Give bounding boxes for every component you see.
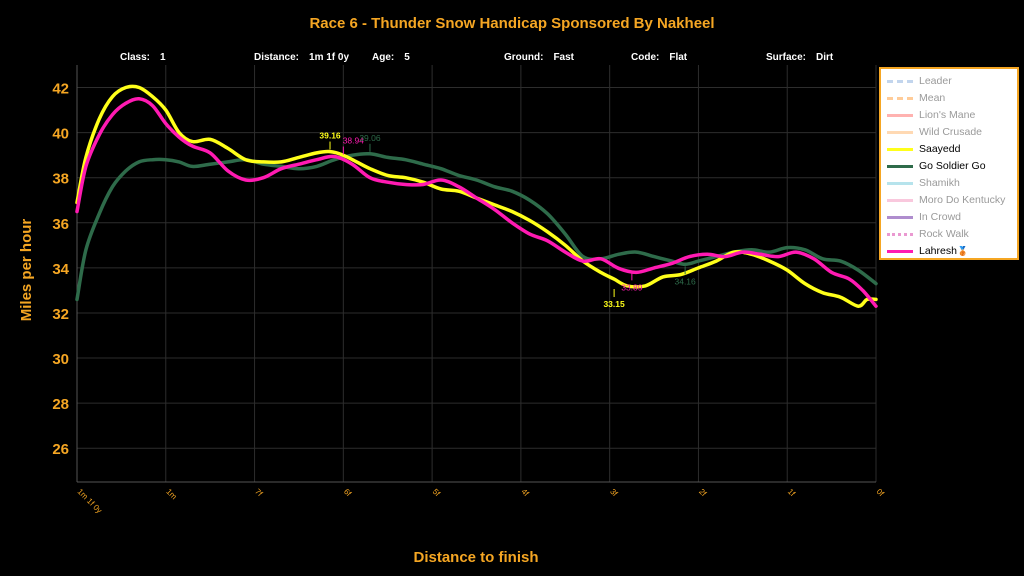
legend-label: Lahresh — [919, 245, 957, 257]
y-tick-label: 28 — [52, 396, 69, 413]
legend-item-rock-walk[interactable]: Rock Walk — [887, 226, 1017, 242]
legend-item-lahresh[interactable]: Lahresh 🥉 — [887, 243, 1017, 259]
x-tick-label: 5f — [431, 487, 443, 499]
x-tick-label: 3f — [608, 487, 620, 499]
y-tick-label: 30 — [52, 351, 69, 368]
x-tick-label: 6f — [342, 487, 354, 499]
legend-label: Go Soldier Go — [919, 160, 986, 172]
x-axis-label: Distance to finish — [413, 549, 538, 566]
x-tick-label: 1f — [786, 487, 798, 499]
y-tick-label: 26 — [52, 441, 69, 458]
annotation-label: 39.16 — [319, 131, 341, 141]
annotation-label: 33.89 — [621, 282, 643, 292]
legend-swatch — [887, 249, 913, 253]
info-item: Code: Flat — [631, 52, 688, 63]
annotation-label: 38.94 — [343, 136, 365, 146]
y-tick-label: 34 — [52, 261, 69, 278]
annotation-label: 34.16 — [674, 276, 696, 286]
legend-label: Lion's Mane — [919, 109, 976, 121]
legend-label: Mean — [919, 92, 946, 104]
annotation-label: 39.06 — [359, 133, 381, 143]
info-value: 1m 1f 0y — [309, 52, 349, 63]
legend-item-shamikh[interactable]: Shamikh — [887, 175, 1017, 191]
legend-swatch — [887, 181, 913, 185]
legend-label: Moro Do Kentucky — [919, 194, 1006, 206]
x-tick-label: 2f — [697, 487, 709, 499]
y-tick-label: 38 — [52, 171, 69, 188]
info-item: Class: 1 — [120, 52, 166, 63]
legend-item-go-soldier-go[interactable]: Go Soldier Go — [887, 158, 1017, 174]
info-item: Age: 5 — [372, 52, 410, 63]
x-tick-label: 7f — [253, 487, 265, 499]
x-tick-label: 0f — [875, 487, 887, 499]
legend-swatch — [887, 198, 913, 202]
x-tick-label: 1m 1f 0y — [76, 487, 104, 515]
legend-swatch — [887, 113, 913, 117]
annotation-label: 33.15 — [603, 299, 625, 309]
info-key: Age: — [372, 52, 394, 63]
y-tick-label: 40 — [52, 126, 69, 143]
legend-item-in-crowd[interactable]: In Crowd — [887, 209, 1017, 225]
legend: Leader Mean Lion's Mane Wild Crusade Saayedd… — [879, 67, 1019, 260]
legend-swatch — [887, 232, 913, 236]
series-line-lahresh — [75, 97, 878, 308]
bronze-medal-icon: 🥉 — [956, 245, 969, 256]
legend-item-lion-s-mane[interactable]: Lion's Mane — [887, 107, 1017, 123]
legend-label: Saayedd — [919, 143, 961, 155]
info-item: Distance: 1m 1f 0y — [254, 52, 349, 63]
legend-label: Shamikh — [919, 177, 960, 189]
series-lines — [75, 84, 878, 308]
legend-swatch — [887, 215, 913, 219]
info-value: 1 — [160, 52, 166, 63]
y-tick-label: 36 — [52, 216, 69, 233]
legend-item-leader[interactable]: Leader — [887, 73, 1017, 89]
chart-title: Race 6 - Thunder Snow Handicap Sponsored… — [309, 15, 714, 32]
y-tick-label: 42 — [52, 81, 69, 98]
legend-swatch — [887, 130, 913, 134]
info-key: Code: — [631, 52, 659, 63]
race-info-row: Class: 1 Distance: 1m 1f 0y Age: 5 Ground: Fast… — [120, 52, 834, 63]
info-key: Class: — [120, 52, 150, 63]
legend-item-wild-crusade[interactable]: Wild Crusade — [887, 124, 1017, 140]
series-line-go-soldier-go — [75, 151, 878, 302]
legend-item-mean[interactable]: Mean — [887, 90, 1017, 106]
info-value: 5 — [404, 52, 410, 63]
legend-label: Wild Crusade — [919, 126, 983, 138]
legend-swatch — [887, 147, 913, 151]
y-tick-label: 32 — [52, 306, 69, 323]
info-item: Surface: Dirt — [766, 52, 834, 63]
legend-swatch — [887, 164, 913, 168]
x-tick-label: 4f — [519, 487, 531, 499]
x-tick-label: 1m — [164, 487, 178, 501]
info-value: Dirt — [816, 52, 834, 63]
y-axis-ticks: 26 28 30 32 34 36 38 40 42 — [52, 81, 69, 459]
grid — [76, 65, 877, 483]
info-key: Surface: — [766, 52, 806, 63]
info-value: Fast — [553, 52, 574, 63]
legend-item-saayedd[interactable]: Saayedd — [887, 141, 1017, 157]
info-key: Distance: — [254, 52, 299, 63]
info-value: Flat — [669, 52, 687, 63]
legend-swatch — [887, 96, 913, 100]
info-key: Ground: — [504, 52, 543, 63]
legend-label: Rock Walk — [919, 228, 969, 240]
y-axis-label: Miles per hour — [18, 219, 35, 322]
x-axis-ticks: 1m 1f 0y 1m 7f 6f 5f 4f 3f 2f 1f 0f — [76, 487, 887, 515]
info-item: Ground: Fast — [504, 52, 575, 63]
legend-swatch — [887, 79, 913, 83]
legend-item-moro-do-kentucky[interactable]: Moro Do Kentucky — [887, 192, 1017, 208]
legend-label: In Crowd — [919, 211, 962, 223]
legend-label: Leader — [919, 75, 952, 87]
